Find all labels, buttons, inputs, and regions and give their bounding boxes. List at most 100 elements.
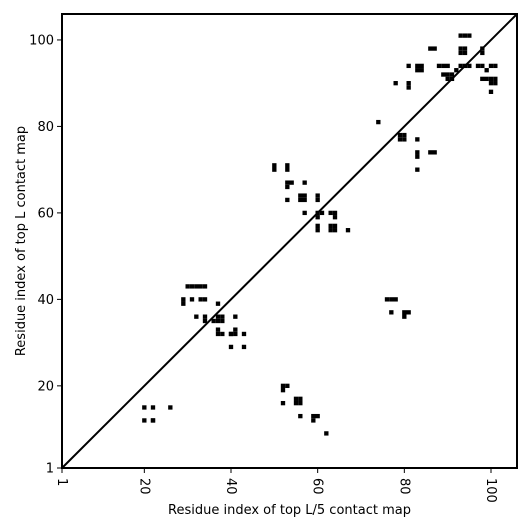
contact-marker	[215, 327, 221, 332]
contact-marker	[441, 63, 446, 69]
contact-marker	[315, 197, 320, 203]
contact-marker	[402, 132, 407, 138]
contact-marker	[280, 383, 286, 389]
diagonal-line	[61, 13, 518, 469]
contact-marker	[202, 318, 208, 324]
contact-marker	[198, 297, 203, 302]
contact-marker	[415, 150, 420, 155]
y-axis-label: Residue index of top L contact map	[14, 126, 29, 356]
contact-marker	[406, 85, 411, 90]
contact-marker	[458, 50, 463, 56]
contact-marker	[198, 284, 203, 289]
contact-marker	[480, 63, 485, 69]
contact-marker	[332, 210, 338, 216]
contact-marker	[202, 284, 208, 289]
contact-marker	[315, 413, 320, 419]
contact-marker	[445, 72, 450, 77]
contact-marker	[345, 228, 351, 233]
contact-marker	[458, 46, 463, 51]
x-axis-ticks: 1 20 40 60 80 100	[54, 468, 498, 503]
contact-marker	[315, 223, 320, 229]
contact-marker	[220, 331, 225, 337]
contact-marker	[280, 400, 286, 406]
contact-marker	[272, 167, 277, 172]
contact-marker	[389, 310, 394, 315]
contact-marker	[220, 314, 225, 319]
y-tick-label: 40	[37, 293, 54, 308]
contact-marker	[211, 318, 216, 324]
contact-marker	[189, 297, 195, 302]
contact-marker	[298, 413, 303, 419]
contact-marker	[285, 180, 290, 185]
contact-marker	[233, 331, 238, 337]
contact-marker	[415, 137, 420, 142]
contact-marker	[406, 310, 411, 315]
contact-marker	[488, 81, 494, 86]
contact-marker	[454, 68, 459, 73]
contact-marker	[302, 180, 307, 185]
contact-marker	[228, 344, 234, 350]
y-tick-label: 1	[46, 462, 54, 477]
y-tick-label: 60	[37, 206, 54, 221]
contact-marker	[241, 331, 247, 337]
contact-marker	[419, 63, 424, 69]
contact-marker	[493, 81, 498, 86]
contact-marker	[185, 284, 190, 289]
contact-marker	[150, 405, 156, 410]
contact-marker	[293, 400, 299, 406]
contact-marker	[419, 68, 424, 73]
contact-marker	[302, 197, 307, 203]
contact-marker	[142, 418, 147, 423]
contact-marker	[415, 63, 420, 69]
contact-marker	[285, 383, 290, 389]
contact-marker	[458, 63, 463, 69]
contact-marker	[397, 132, 403, 138]
contact-marker	[233, 314, 238, 319]
contact-marker	[202, 297, 208, 302]
plot-frame	[61, 13, 518, 469]
x-tick-label: 20	[136, 478, 151, 495]
contact-marker	[272, 163, 277, 168]
contact-marker	[402, 137, 407, 142]
contact-marker	[488, 89, 494, 94]
contact-marker	[402, 310, 407, 315]
contact-marker	[415, 68, 420, 73]
contact-marker	[285, 184, 290, 190]
contact-marker	[484, 76, 489, 82]
contact-marker	[328, 223, 333, 229]
contact-marker	[220, 318, 225, 324]
contact-marker	[298, 197, 303, 203]
contact-marker	[241, 344, 247, 350]
contact-marker	[467, 33, 472, 38]
contact-marker	[406, 63, 411, 69]
contact-marker	[181, 297, 186, 302]
contact-marker	[215, 318, 221, 324]
contact-marker	[402, 314, 407, 319]
contact-marker	[285, 163, 290, 168]
contact-marker	[181, 301, 186, 306]
contact-marker	[285, 197, 290, 203]
contact-marker	[488, 63, 494, 69]
contact-marker	[280, 388, 286, 393]
contact-marker	[449, 72, 455, 77]
contact-marker	[493, 63, 498, 69]
y-tick-label: 20	[37, 379, 54, 394]
contact-marker	[324, 431, 329, 436]
contact-marker	[406, 81, 411, 86]
contact-marker	[168, 405, 173, 410]
contact-marker	[462, 50, 468, 56]
contact-marker	[480, 50, 485, 56]
y-tick-label: 100	[29, 33, 54, 48]
contact-marker	[285, 167, 290, 172]
contact-marker	[428, 150, 433, 155]
contact-marker	[445, 63, 450, 69]
contact-marker	[384, 297, 390, 302]
contact-marker	[488, 76, 494, 82]
contact-marker	[150, 418, 156, 423]
contact-marker	[462, 46, 468, 51]
contact-marker	[315, 193, 320, 198]
contact-marker	[328, 228, 333, 233]
contact-marker	[480, 76, 485, 82]
contact-marker	[302, 210, 307, 216]
